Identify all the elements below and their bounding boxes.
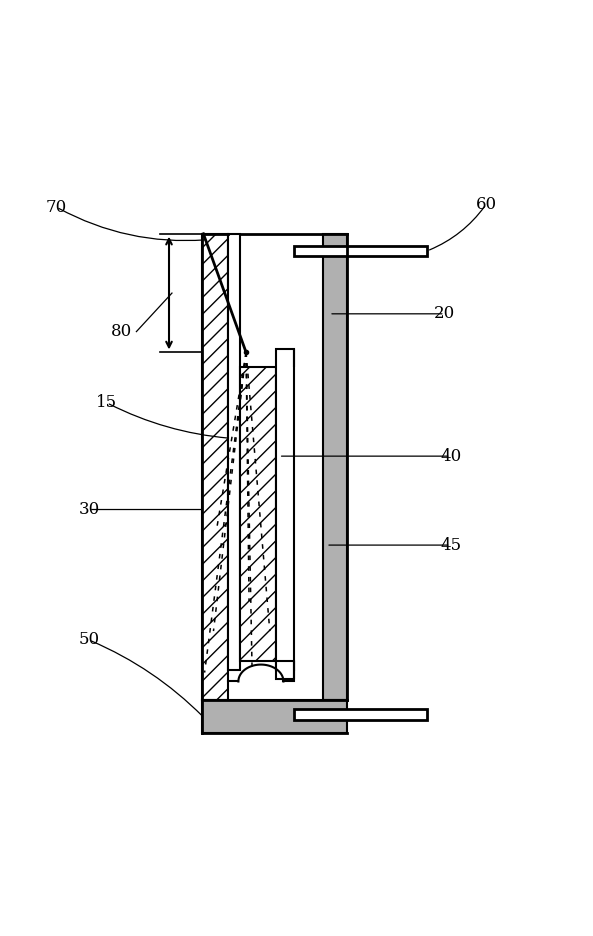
Bar xyxy=(202,234,228,700)
Text: 15: 15 xyxy=(96,394,117,411)
Bar xyxy=(323,234,347,700)
Polygon shape xyxy=(228,234,240,346)
Bar xyxy=(202,700,347,733)
Bar xyxy=(276,661,294,679)
Bar xyxy=(276,349,294,669)
Text: 45: 45 xyxy=(440,536,461,553)
Bar xyxy=(294,245,427,256)
Text: 50: 50 xyxy=(78,632,100,649)
Bar xyxy=(228,234,240,669)
Bar xyxy=(240,367,276,661)
Text: 70: 70 xyxy=(46,198,67,215)
Text: 30: 30 xyxy=(78,501,100,518)
Bar xyxy=(294,709,427,720)
Text: 20: 20 xyxy=(434,305,455,322)
Text: 80: 80 xyxy=(111,323,132,340)
Text: 60: 60 xyxy=(476,196,497,212)
Text: 40: 40 xyxy=(440,447,461,464)
